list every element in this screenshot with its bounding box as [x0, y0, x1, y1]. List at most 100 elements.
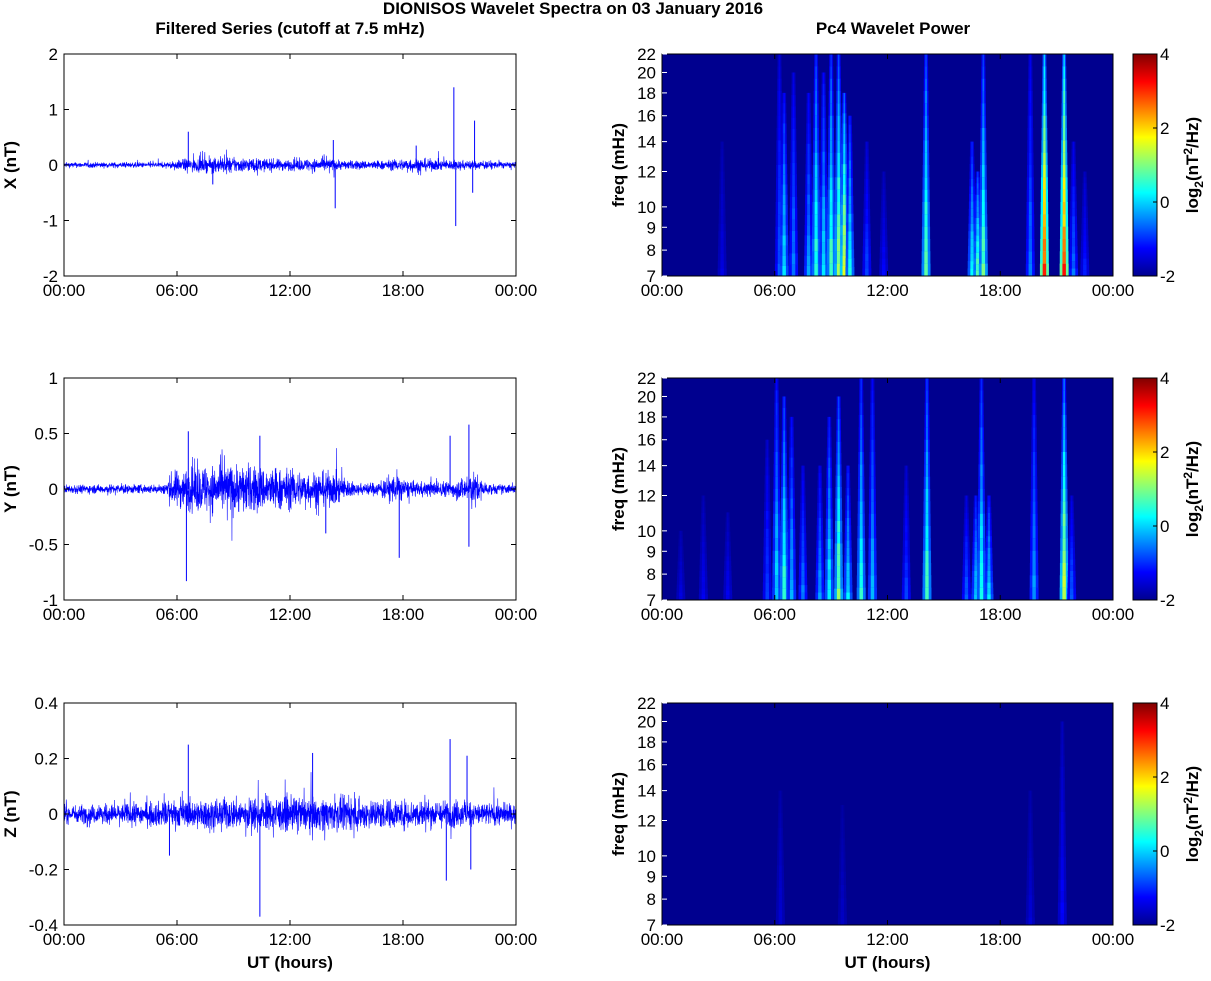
heatmap-cell	[1063, 91, 1066, 104]
heatmap-cell	[1070, 507, 1073, 514]
heatmap-cell	[842, 204, 846, 216]
heatmap-cell	[1061, 721, 1064, 734]
colorbar-label-part: 2	[1192, 830, 1206, 837]
heatmap-cell	[976, 246, 980, 254]
ytick-label: 9	[647, 218, 656, 237]
heatmap-cell	[790, 508, 793, 520]
heatmap-cell	[792, 208, 795, 220]
heatmap-cell	[783, 103, 785, 114]
heatmap-cell	[1083, 200, 1086, 207]
heatmap-cell	[1032, 513, 1036, 527]
hm-xtick-label: 06:00	[753, 605, 796, 624]
heatmap-cell	[790, 538, 794, 550]
heatmap-cell	[775, 550, 779, 564]
heatmap-cell	[1083, 223, 1087, 231]
heatmap-cell	[965, 495, 968, 502]
heatmap-cell	[766, 466, 769, 476]
heatmap-cell	[882, 217, 885, 225]
ylabel: X (nT)	[1, 141, 20, 189]
heatmap-cell	[1062, 464, 1066, 478]
ts-xtick-label: 00:00	[43, 930, 86, 949]
heatmap-cell	[846, 547, 850, 556]
heatmap-cell	[792, 72, 795, 85]
heatmap-cell	[865, 193, 868, 202]
heatmap-cell	[882, 229, 886, 236]
heatmap-cell	[1032, 501, 1036, 515]
heatmap-cell	[774, 563, 779, 576]
heatmap-cell	[815, 54, 817, 67]
heatmap-cell	[778, 103, 781, 117]
ylabel: freq (mHz)	[609, 447, 628, 531]
heatmap-cell	[924, 152, 928, 166]
heatmap-cell	[782, 255, 786, 267]
heatmap-cell	[924, 239, 928, 252]
heatmap-cell	[790, 467, 793, 479]
ts-xtick-label: 00:00	[495, 605, 538, 624]
heatmap-cell	[778, 880, 782, 889]
heatmap-cell	[1032, 489, 1036, 502]
heatmap-cell	[727, 512, 729, 518]
heatmap-cell	[815, 66, 817, 80]
heatmap-cell	[974, 565, 978, 572]
heatmap-cell	[837, 165, 840, 178]
colorbar-label-part: (nT	[1183, 154, 1202, 181]
heatmap-cell	[782, 566, 786, 578]
heatmap-cell	[765, 555, 769, 565]
heatmap-cell	[837, 115, 840, 129]
timeseries-panel-y: -1 -0.5 0 0.5 1 00:00 06:00 12:00 18:00 00:00 Y (n…	[1, 369, 537, 624]
heatmap-cell	[865, 216, 869, 225]
heatmap-cell	[848, 258, 852, 268]
hm-xtick-label: 00:00	[1092, 281, 1135, 300]
heatmap-cell	[925, 91, 927, 104]
colorbar-label-part: (nT	[1183, 478, 1202, 505]
heatmap-cell	[971, 149, 973, 158]
heatmap-cell	[924, 115, 928, 129]
heatmap-cell	[1043, 140, 1046, 154]
heatmap-cell	[828, 457, 831, 469]
heatmap-cell	[777, 263, 782, 276]
heatmap-cell	[979, 587, 984, 600]
heatmap-cell	[778, 895, 782, 904]
heatmap-cell	[701, 588, 706, 595]
heatmap-cell	[1062, 489, 1066, 502]
heatmap-cell	[679, 561, 683, 566]
heatmap-cell	[970, 261, 974, 270]
heatmap-cell	[882, 200, 885, 207]
heatmap-cell	[982, 128, 985, 141]
heatmap-cell	[837, 486, 840, 499]
heatmap-cell	[841, 844, 844, 853]
heatmap-cell	[1029, 835, 1032, 844]
heatmap-cell	[865, 201, 869, 210]
heatmap-cell	[778, 910, 783, 919]
heatmap-cell	[904, 540, 908, 549]
heatmap-cell	[778, 152, 781, 166]
heatmap-cell	[925, 550, 929, 564]
heatmap-cell	[1070, 524, 1073, 531]
heatmap-cell	[837, 66, 840, 80]
heatmap-cell	[1061, 811, 1064, 824]
heatmap-cell	[783, 441, 786, 454]
heatmap-cell	[860, 402, 863, 416]
ytick-label: 14	[637, 457, 656, 476]
heatmap-cell	[925, 103, 928, 117]
heatmap-cell	[1032, 476, 1036, 490]
hm-xtick-label: 12:00	[866, 605, 909, 624]
heatmap-cell	[774, 587, 779, 600]
heatmap-cell	[783, 133, 786, 145]
heatmap-cell	[1071, 246, 1076, 255]
heatmap-cell	[1062, 538, 1066, 552]
heatmap-cell	[801, 540, 805, 549]
heatmap-cell	[925, 575, 929, 589]
heatmap-cell	[1061, 778, 1064, 790]
heatmap-cell	[1083, 264, 1087, 271]
heatmap-cell	[974, 582, 978, 589]
colorbar-bar	[1132, 53, 1158, 277]
heatmap-cell	[779, 835, 782, 844]
heatmap-cell	[792, 129, 795, 141]
heatmap-cell	[801, 585, 805, 594]
heatmap-cell	[829, 214, 833, 228]
heatmap-cell	[982, 78, 985, 92]
heatmap-cell	[925, 526, 929, 539]
